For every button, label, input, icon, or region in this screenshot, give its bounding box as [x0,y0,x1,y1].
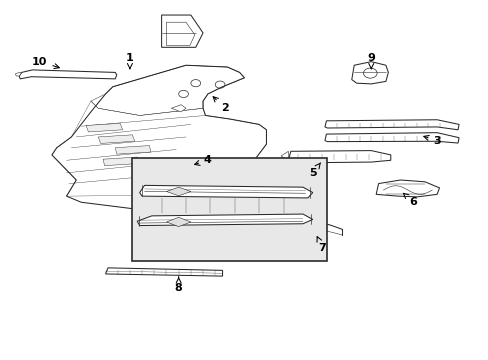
Text: 10: 10 [32,57,59,69]
Text: 9: 9 [366,53,374,69]
Text: 8: 8 [174,277,182,293]
Text: 4: 4 [194,155,211,165]
Polygon shape [166,187,190,196]
Polygon shape [105,268,222,276]
Polygon shape [132,158,167,167]
Polygon shape [137,214,312,226]
Text: 2: 2 [213,97,228,113]
Polygon shape [325,120,458,130]
Polygon shape [86,123,122,132]
Polygon shape [281,151,288,160]
Bar [132,158,327,261]
Text: 5: 5 [308,163,320,178]
Text: 6: 6 [403,193,416,207]
Polygon shape [171,105,185,112]
Polygon shape [15,72,21,76]
Polygon shape [288,150,390,163]
Polygon shape [140,185,312,198]
Polygon shape [19,70,117,79]
Polygon shape [325,133,458,143]
Polygon shape [115,145,151,154]
Polygon shape [98,135,135,143]
Polygon shape [168,172,196,179]
Polygon shape [137,171,172,180]
Polygon shape [166,217,190,226]
Polygon shape [351,62,387,84]
Polygon shape [52,65,266,211]
Text: 3: 3 [423,135,440,145]
Text: 1: 1 [126,53,134,69]
Polygon shape [375,180,439,197]
Text: 7: 7 [316,237,325,253]
Polygon shape [132,182,167,189]
Polygon shape [103,157,139,166]
Polygon shape [161,15,203,47]
